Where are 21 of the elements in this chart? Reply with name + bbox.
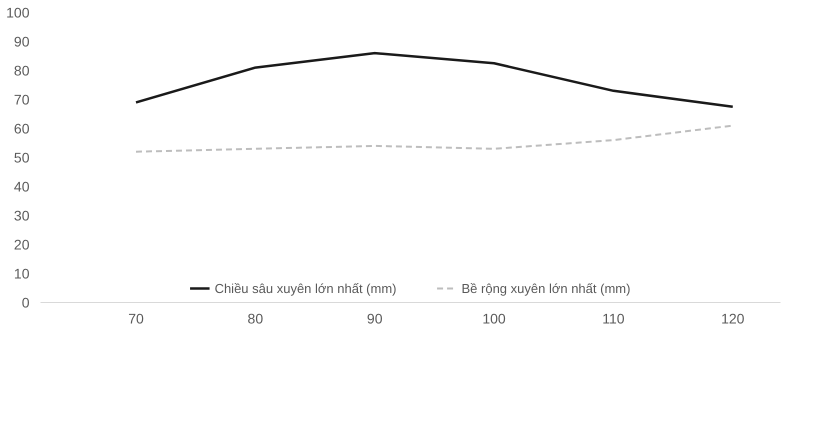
x-tick-label: 70 bbox=[128, 310, 144, 326]
x-tick-label: 100 bbox=[482, 310, 506, 326]
y-tick-label: 70 bbox=[14, 92, 30, 108]
y-tick-label: 10 bbox=[14, 266, 30, 282]
line-series bbox=[134, 124, 734, 153]
y-tick-label: 30 bbox=[14, 208, 30, 224]
y-tick-label: 0 bbox=[22, 294, 30, 310]
x-tick-label: 90 bbox=[366, 310, 383, 326]
y-tick-label: 60 bbox=[14, 120, 30, 136]
y-tick-label: 40 bbox=[14, 178, 30, 194]
legend-label: Bề rộng xuyên lớn nhất (mm) bbox=[462, 280, 630, 296]
line-series bbox=[134, 52, 734, 108]
y-tick-label: 80 bbox=[14, 62, 30, 78]
x-tick-label: 120 bbox=[721, 310, 745, 326]
y-tick-label: 20 bbox=[14, 236, 30, 252]
y-tick-label: 90 bbox=[14, 34, 30, 50]
legend-label: Chiều sâu xuyên lớn nhất (mm) bbox=[214, 280, 396, 296]
y-tick-label: 50 bbox=[14, 150, 30, 166]
x-tick-label: 110 bbox=[602, 310, 625, 326]
x-tick-label: 80 bbox=[248, 310, 264, 326]
y-tick-label: 100 bbox=[6, 4, 30, 20]
